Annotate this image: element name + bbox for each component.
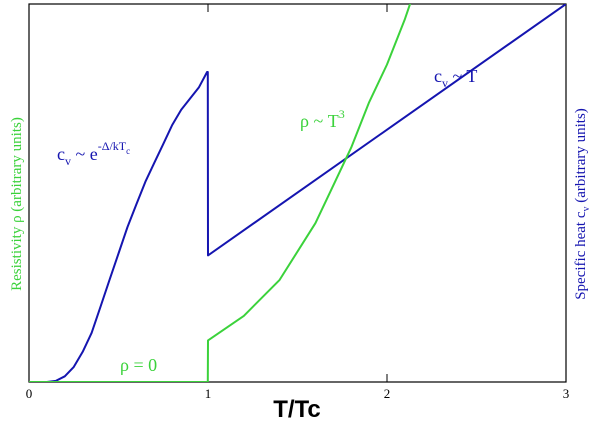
resistivity-curve [29,4,412,382]
annotation-cv-exponential: cv ~ e-Δ/kTc [57,139,130,168]
x-tick-label: 1 [205,386,212,401]
x-tick-label: 3 [563,386,570,401]
specific-heat-curve [29,4,566,382]
left-axis-label: Resistivity ρ (arbitrary units) [9,117,25,291]
x-tick-label: 0 [26,386,33,401]
series-layer [29,4,566,382]
right-axis-label: Specific heat cv (arbitrary units) [573,108,592,300]
x-axis-label: T/Tc [273,396,321,423]
annotation-rho-cubic: ρ ~ T3 [300,107,345,131]
plot-frame [28,3,567,383]
x-tick-label: 2 [384,386,391,401]
x-axis-tick-labels: 0 1 2 3 [26,386,570,401]
annotation-cv-linear: cv ~ T [434,66,477,90]
annotation-rho-zero: ρ = 0 [120,355,157,375]
